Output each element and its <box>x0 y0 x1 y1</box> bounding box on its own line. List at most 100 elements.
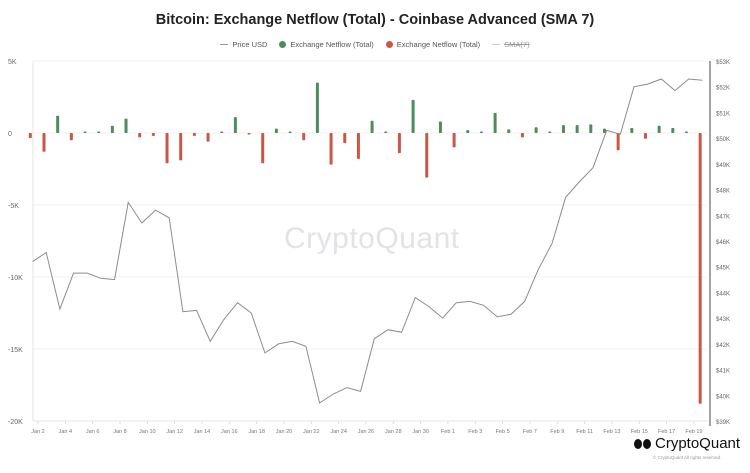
price-line <box>32 78 703 404</box>
svg-text:-5K: -5K <box>8 203 19 210</box>
svg-text:Feb 3: Feb 3 <box>468 429 482 435</box>
svg-text:Feb 7: Feb 7 <box>523 429 537 435</box>
svg-text:$52K: $52K <box>716 86 730 92</box>
svg-text:$50K: $50K <box>716 137 730 143</box>
netflow-bar <box>83 131 87 133</box>
netflow-bar <box>575 125 579 133</box>
chart-legend: Price USD Exchange Netflow (Total) Excha… <box>0 40 750 49</box>
svg-text:Feb 13: Feb 13 <box>603 429 620 435</box>
netflow-bar <box>329 133 333 165</box>
netflow-bar <box>671 127 675 133</box>
netflow-bar <box>425 133 429 178</box>
netflow-bar <box>507 129 511 133</box>
red-dot-icon <box>385 41 393 48</box>
svg-text:Jan 12: Jan 12 <box>166 429 183 435</box>
netflow-bar <box>534 127 538 133</box>
svg-text:Jan 8: Jan 8 <box>113 429 126 435</box>
netflow-bar <box>343 133 347 144</box>
netflow-bar <box>384 131 388 133</box>
svg-text:-15K: -15K <box>8 347 23 354</box>
netflow-bar <box>110 125 114 133</box>
right-y-axis: $53K $52K $51K $50K $49K $48K $47K $46K $45K $44K… <box>709 60 730 426</box>
svg-text:Jan 20: Jan 20 <box>276 429 293 435</box>
svg-text:Jan 10: Jan 10 <box>139 429 156 435</box>
netflow-bar <box>698 133 702 404</box>
svg-text:Jan 28: Jan 28 <box>385 429 402 435</box>
watermark: CryptoQuant <box>284 222 460 255</box>
svg-text:Feb 11: Feb 11 <box>576 429 593 435</box>
legend-item-netflow-negative[interactable]: Exchange Netflow (Total) <box>385 40 481 49</box>
netflow-bar <box>411 99 415 133</box>
svg-text:Feb 9: Feb 9 <box>550 429 564 435</box>
netflow-bar <box>315 82 319 133</box>
svg-text:$49K: $49K <box>716 163 730 169</box>
svg-text:$41K: $41K <box>716 369 730 375</box>
svg-text:-10K: -10K <box>8 275 23 282</box>
copyright-text: © CryptoQuant All rights reserved. <box>653 455 722 460</box>
netflow-bar <box>452 133 456 148</box>
svg-text:Jan 30: Jan 30 <box>412 429 429 435</box>
svg-text:$40K: $40K <box>716 394 730 400</box>
netflow-bar <box>397 133 401 154</box>
legend-item-price[interactable]: Price USD <box>220 40 267 49</box>
netflow-bar <box>479 131 483 133</box>
svg-text:Jan 24: Jan 24 <box>330 429 347 435</box>
netflow-bar <box>684 131 688 133</box>
netflow-bar <box>206 133 210 142</box>
svg-text:$44K: $44K <box>716 291 730 297</box>
netflow-bar <box>138 133 142 138</box>
netflow-bar <box>589 124 593 133</box>
netflow-bar <box>233 117 237 133</box>
svg-text:$48K: $48K <box>716 189 730 195</box>
netflow-bars <box>28 82 702 404</box>
legend-label: Price USD <box>232 40 268 49</box>
svg-text:Feb 5: Feb 5 <box>496 429 510 435</box>
netflow-bar <box>561 125 565 133</box>
svg-text:Jan 2: Jan 2 <box>31 429 44 435</box>
netflow-bar <box>616 133 620 151</box>
netflow-bar <box>548 131 552 133</box>
netflow-bar <box>520 133 524 138</box>
netflow-bar <box>28 133 32 139</box>
left-y-axis: 5K 0 -5K -10K -15K -20K <box>8 59 34 426</box>
netflow-bar <box>97 131 101 133</box>
svg-text:Jan 16: Jan 16 <box>221 429 238 435</box>
line-swatch-icon <box>492 44 501 45</box>
netflow-bar <box>69 133 73 141</box>
netflow-bar <box>493 112 497 133</box>
x-axis: Jan 2 Jan 4 Jan 6 Jan 8 Jan 10 Jan 12 Jan 14 Ja… <box>31 420 708 435</box>
svg-text:Jan 18: Jan 18 <box>248 429 265 435</box>
netflow-bar <box>643 133 647 139</box>
svg-text:0: 0 <box>8 131 12 138</box>
svg-text:$46K: $46K <box>716 240 730 246</box>
netflow-bar <box>630 127 634 133</box>
svg-text:Jan 14: Jan 14 <box>194 429 211 435</box>
legend-label: Exchange Netflow (Total) <box>396 40 481 49</box>
svg-text:Jan 22: Jan 22 <box>303 429 320 435</box>
svg-text:$45K: $45K <box>716 266 730 272</box>
svg-text:Jan 26: Jan 26 <box>358 429 375 435</box>
netflow-bar <box>288 131 292 133</box>
svg-text:-20K: -20K <box>8 419 23 426</box>
netflow-bar <box>247 133 251 135</box>
netflow-bar <box>438 121 442 133</box>
chart-title: Bitcoin: Exchange Netflow (Total) - Coin… <box>155 12 595 28</box>
svg-text:$39K: $39K <box>716 420 730 426</box>
legend-item-sma[interactable]: SMA(7) <box>492 40 530 49</box>
legend-item-netflow-positive[interactable]: Exchange Netflow (Total) <box>279 40 374 49</box>
svg-text:Jan 6: Jan 6 <box>86 429 99 435</box>
svg-text:5K: 5K <box>8 59 17 66</box>
netflow-bar <box>466 130 470 133</box>
green-dot-icon <box>279 41 287 48</box>
brand-name: CryptoQuant <box>655 435 741 452</box>
netflow-bar <box>124 118 128 133</box>
netflow-bar <box>602 128 606 133</box>
gridlines <box>33 60 708 422</box>
svg-text:$53K: $53K <box>716 60 730 66</box>
svg-text:$47K: $47K <box>716 214 730 220</box>
netflow-bar <box>370 120 374 133</box>
netflow-bar <box>192 133 196 136</box>
netflow-bar <box>42 133 46 152</box>
netflow-bar <box>56 115 60 133</box>
